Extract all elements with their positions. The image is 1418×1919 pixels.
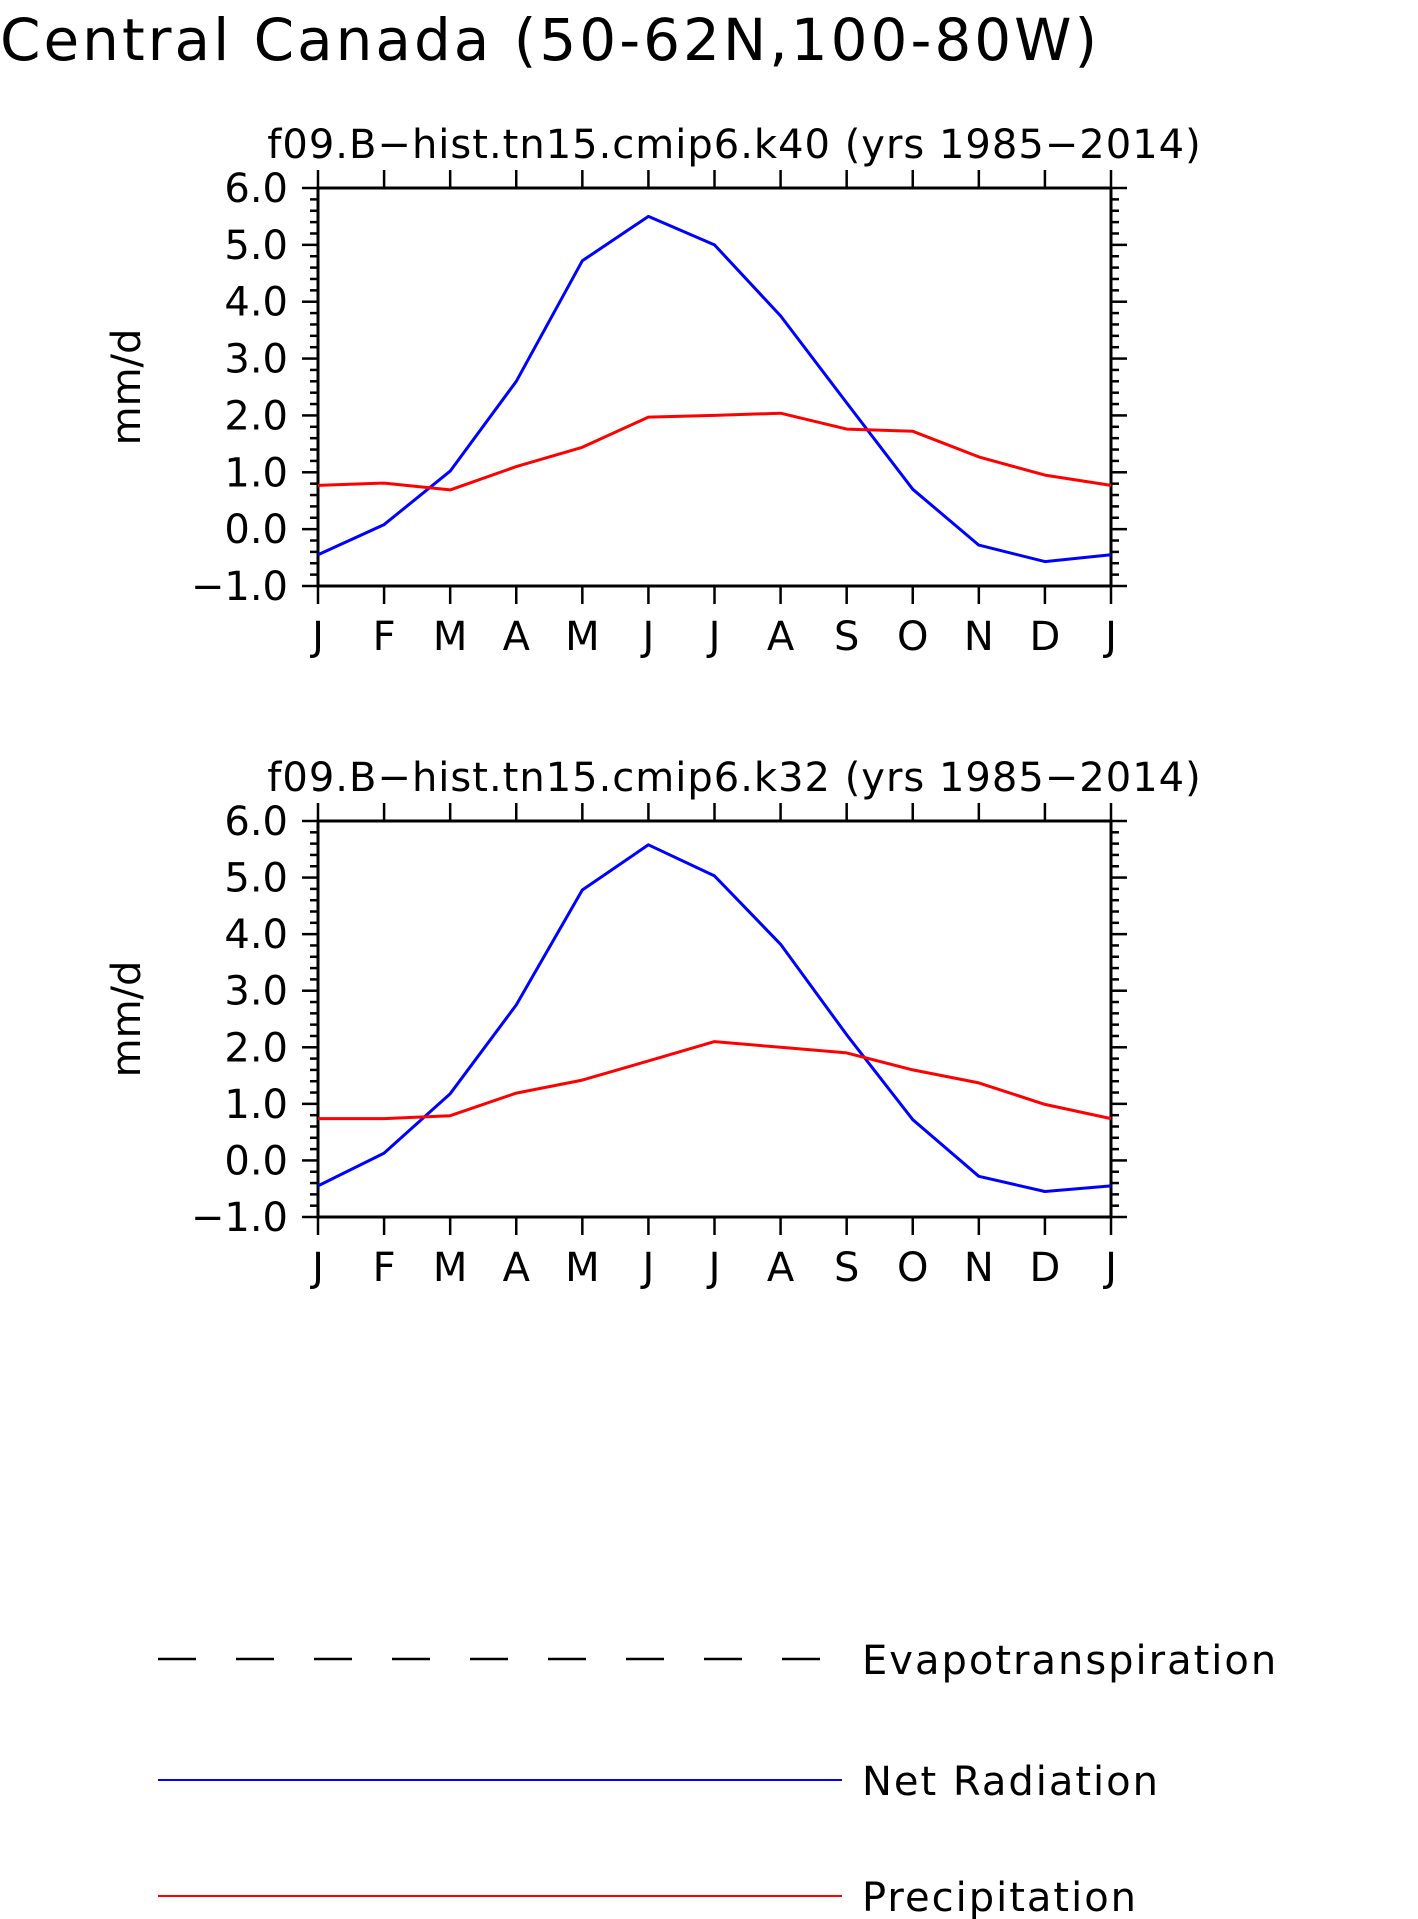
x-tick-label: J (1102, 614, 1117, 660)
x-tick-label: S (834, 614, 859, 660)
plot-frame (316, 819, 1113, 1219)
x-tick-label: N (964, 614, 994, 660)
y-tick-label: −1.0 (191, 1195, 288, 1241)
x-tick-label: M (433, 1245, 468, 1291)
page-title: Central Canada (50-62N,100-80W) (0, 6, 1101, 74)
precipitation-series-line (318, 1040, 1112, 1121)
y-tick-label: 6.0 (224, 799, 288, 845)
x-tick-label: A (767, 1245, 795, 1291)
plot-frame (316, 186, 1113, 588)
x-tick-label: O (897, 614, 928, 660)
x-tick-label: O (897, 1245, 928, 1291)
legend-label-evapotranspiration: Evapotranspiration (862, 1638, 1278, 1684)
chart-1: f09.B−hist.tn15.cmip6.k40 (yrs 1985−2014… (104, 122, 1201, 660)
x-tick-label: M (565, 1245, 600, 1291)
legend: Evapotranspiration Net Radiation Precipita… (158, 1638, 1278, 1919)
x-tick-label: S (834, 1245, 859, 1291)
x-tick-label: A (767, 614, 795, 660)
x-tick-label: J (706, 1245, 721, 1291)
x-tick-label: M (433, 614, 468, 660)
x-tick-label: A (503, 614, 531, 660)
y-axis-label: mm/d (104, 329, 150, 446)
y-tick-label: 6.0 (224, 166, 288, 212)
x-tick-label: F (373, 614, 396, 660)
x-tick-label: J (640, 614, 655, 660)
legend-label-net-radiation: Net Radiation (862, 1759, 1160, 1805)
y-tick-label: 2.0 (224, 1025, 288, 1071)
x-tick-label: N (964, 1245, 994, 1291)
x-tick-label: F (373, 1245, 396, 1291)
y-tick-label: −1.0 (191, 564, 288, 610)
net-radiation-series-line (317, 843, 1112, 1193)
y-tick-label: 5.0 (224, 223, 288, 269)
precipitation-series-line (317, 411, 1112, 492)
chart-title: f09.B−hist.tn15.cmip6.k32 (yrs 1985−2014… (267, 755, 1201, 801)
y-tick-label: 4.0 (224, 912, 288, 958)
x-tick-label: J (706, 614, 721, 660)
chart-title: f09.B−hist.tn15.cmip6.k40 (yrs 1985−2014… (267, 122, 1201, 168)
x-tick-label: A (503, 1245, 531, 1291)
y-tick-label: 1.0 (224, 450, 288, 496)
y-tick-label: 0.0 (224, 507, 288, 553)
x-tick-label: J (1102, 1245, 1117, 1291)
x-tick-label: J (640, 1245, 655, 1291)
x-tick-label: D (1030, 1245, 1061, 1291)
x-tick-label: D (1030, 614, 1061, 660)
x-tick-label: J (309, 614, 324, 660)
y-tick-label: 3.0 (224, 337, 288, 383)
x-tick-label: M (565, 614, 600, 660)
y-axis-label: mm/d (104, 961, 150, 1078)
chart-2: f09.B−hist.tn15.cmip6.k32 (yrs 1985−2014… (104, 755, 1201, 1291)
y-tick-label: 0.0 (224, 1138, 288, 1184)
y-tick-label: 2.0 (224, 393, 288, 439)
x-tick-label: J (309, 1245, 324, 1291)
y-tick-label: 4.0 (224, 280, 288, 326)
net-radiation-series-line (317, 214, 1112, 564)
y-tick-label: 5.0 (224, 856, 288, 902)
y-tick-label: 1.0 (224, 1082, 288, 1128)
y-tick-label: 3.0 (224, 969, 288, 1015)
legend-label-precipitation: Precipitation (862, 1875, 1138, 1919)
